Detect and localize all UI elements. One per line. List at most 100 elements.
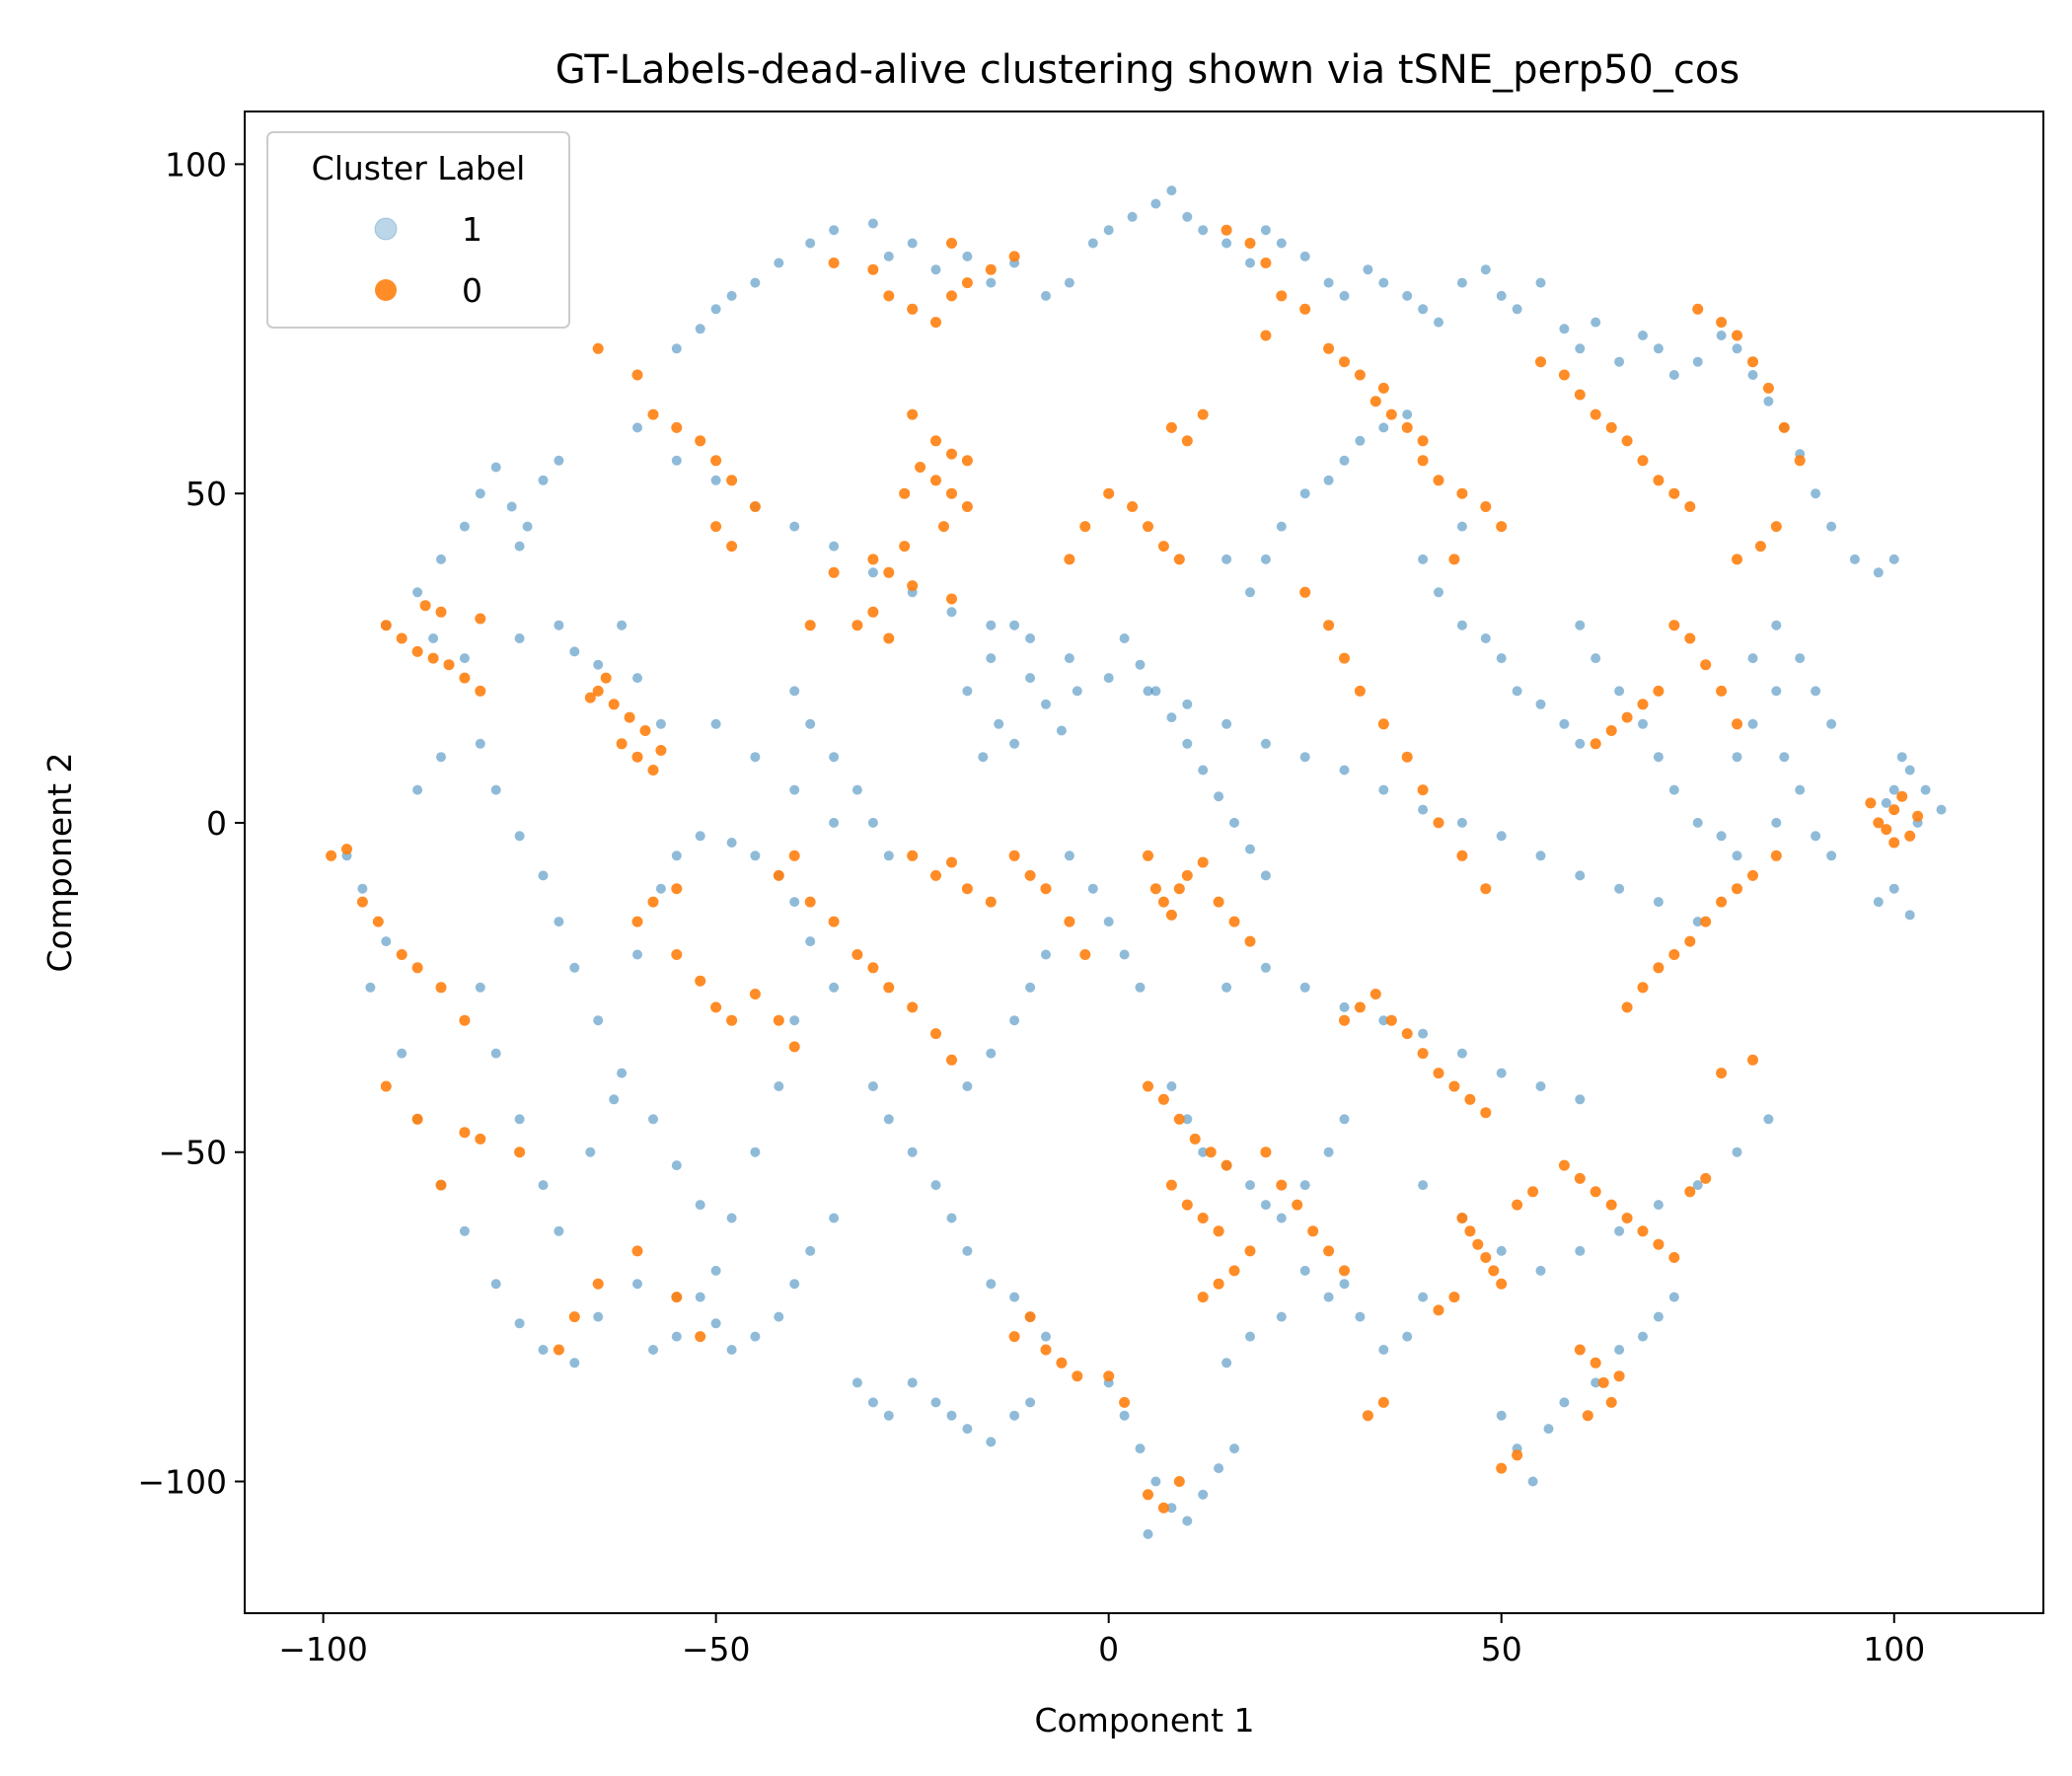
point-label-0-133 (1276, 290, 1288, 302)
point-label-1-155 (1614, 883, 1625, 894)
point-label-0-205 (1221, 1159, 1232, 1171)
point-label-1-275 (1512, 686, 1522, 697)
point-label-1-175 (1198, 765, 1209, 776)
point-label-0-51 (867, 263, 879, 275)
point-label-1-59 (514, 541, 525, 552)
point-label-0-261 (1888, 804, 1900, 816)
point-label-1-100 (1339, 290, 1350, 301)
point-label-1-287 (1402, 409, 1413, 420)
point-label-0-61 (930, 435, 941, 447)
point-label-0-269 (1747, 1054, 1758, 1066)
point-label-1-87 (1087, 238, 1098, 249)
point-label-0-155 (1401, 751, 1413, 763)
point-label-1-172 (1150, 686, 1161, 697)
point-label-1-240 (1496, 1410, 1507, 1421)
point-label-0-75 (851, 620, 863, 631)
point-label-1-11 (569, 1358, 580, 1369)
point-label-0-80 (788, 850, 800, 861)
point-label-0-11 (475, 1133, 486, 1145)
y-tick-label: −50 (158, 1134, 227, 1172)
point-label-1-3 (365, 982, 376, 993)
point-label-0-94 (749, 989, 761, 999)
point-label-1-141 (1064, 653, 1074, 664)
point-label-1-269 (1747, 718, 1758, 729)
point-label-0-141 (1433, 475, 1444, 486)
point-label-0-225 (1417, 1048, 1429, 1060)
point-label-0-2 (356, 896, 368, 908)
y-axis-title: Component 2 (40, 752, 79, 972)
point-label-1-36 (538, 1180, 549, 1191)
point-label-1-245 (1591, 1377, 1601, 1388)
point-label-0-222 (1369, 989, 1381, 999)
point-label-1-25 (538, 870, 549, 881)
point-label-0-85 (867, 962, 879, 974)
point-label-0-188 (1605, 725, 1617, 736)
point-label-0-134 (1299, 303, 1311, 315)
point-label-0-235 (1496, 1278, 1508, 1290)
point-label-0-136 (1339, 356, 1350, 368)
point-label-0-182 (1700, 659, 1712, 671)
point-label-1-189 (1041, 1331, 1051, 1342)
point-label-0-153 (1354, 685, 1366, 697)
point-label-0-241 (1574, 1172, 1586, 1184)
point-label-0-183 (1716, 685, 1728, 697)
point-label-1-78 (867, 218, 878, 229)
point-label-1-154 (1575, 870, 1586, 881)
point-label-1-75 (774, 258, 784, 268)
point-label-0-156 (1417, 784, 1429, 796)
point-label-0-21 (396, 632, 407, 644)
point-label-1-44 (726, 838, 737, 848)
point-label-1-299 (710, 718, 721, 729)
point-label-0-131 (1244, 238, 1256, 249)
point-label-0-164 (1605, 421, 1617, 433)
point-label-0-209 (1213, 1225, 1224, 1237)
point-label-0-193 (1716, 896, 1728, 908)
point-label-0-189 (1590, 738, 1601, 750)
point-label-1-260 (1575, 620, 1586, 630)
point-label-1-194 (986, 1437, 997, 1447)
point-label-1-177 (1229, 817, 1239, 828)
point-label-1-268 (1732, 752, 1742, 763)
point-label-0-36 (600, 672, 612, 684)
point-label-1-99 (1323, 277, 1334, 288)
point-label-0-9 (411, 1113, 423, 1125)
point-label-1-80 (907, 238, 918, 249)
point-label-1-131 (671, 455, 682, 466)
point-label-1-262 (1614, 686, 1625, 697)
point-label-0-58 (1008, 251, 1020, 262)
point-label-1-199 (851, 1377, 862, 1388)
point-label-1-158 (1732, 851, 1742, 861)
point-label-0-123 (1157, 541, 1169, 553)
point-label-0-262 (1904, 830, 1916, 842)
y-tick-label: 50 (185, 475, 227, 513)
point-label-1-35 (514, 1114, 525, 1125)
point-label-0-244 (1621, 1213, 1633, 1223)
point-label-1-300 (1064, 851, 1074, 861)
point-label-0-162 (1574, 389, 1586, 401)
point-label-1-101 (1363, 264, 1373, 275)
point-label-0-248 (1684, 1186, 1696, 1198)
point-label-1-318 (671, 1331, 682, 1342)
point-label-0-150 (1299, 586, 1311, 598)
point-label-1-305 (1041, 949, 1051, 960)
x-tick-label: −100 (278, 1630, 368, 1668)
point-label-1-195 (1009, 1410, 1020, 1421)
point-label-1-130 (632, 422, 642, 433)
point-label-1-320 (1339, 1279, 1350, 1290)
point-label-0-229 (1480, 1107, 1492, 1119)
point-label-0-5 (411, 962, 423, 974)
point-label-1-284 (1339, 455, 1350, 466)
point-label-0-121 (1127, 501, 1139, 512)
point-label-1-218 (1323, 1147, 1334, 1157)
point-label-0-110 (1143, 850, 1153, 861)
point-label-0-140 (1417, 455, 1429, 467)
points-layer (326, 185, 1947, 1539)
point-label-1-206 (1198, 1489, 1209, 1500)
point-label-1-34 (490, 1048, 501, 1059)
point-label-0-175 (1778, 421, 1790, 433)
point-label-0-91 (695, 975, 706, 987)
point-label-1-17 (750, 1147, 761, 1157)
point-label-0-62 (946, 448, 957, 460)
point-label-1-68 (632, 673, 642, 684)
point-label-1-259 (1881, 797, 1891, 808)
